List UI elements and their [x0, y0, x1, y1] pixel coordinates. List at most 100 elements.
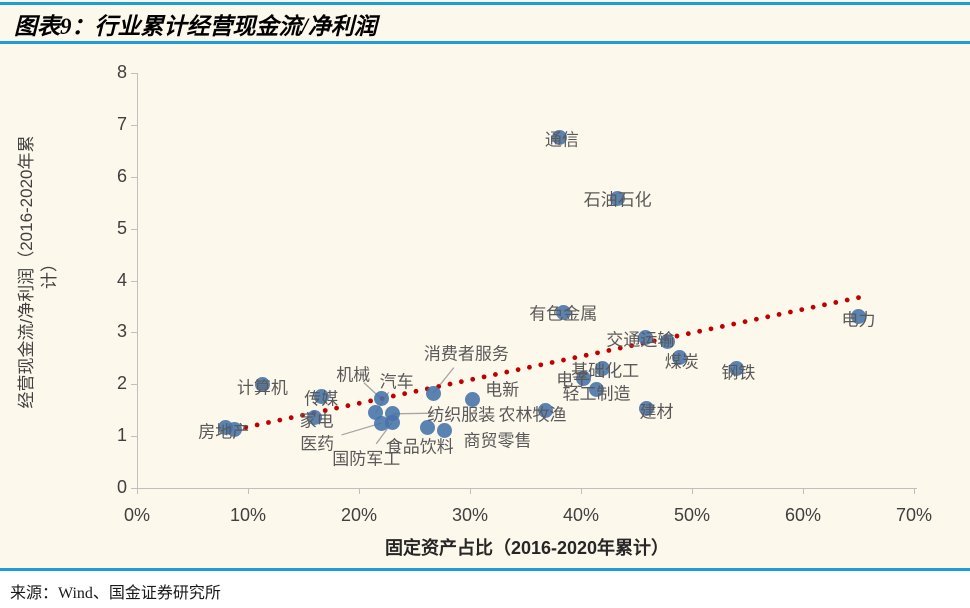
data-point-农林牧渔 — [537, 402, 553, 418]
y-tick-mark — [131, 332, 137, 334]
trendline-dot — [606, 348, 612, 353]
trendline-dot — [753, 316, 759, 322]
trendline-dot — [776, 312, 782, 317]
point-label-农林牧渔: 农林牧渔 — [498, 405, 567, 425]
y-tick-mark — [131, 176, 137, 178]
point-label-基础化工: 基础化工 — [571, 361, 640, 381]
x-tick-label: 60% — [784, 505, 822, 525]
x-tick-mark — [581, 488, 582, 494]
y-tick-label: 8 — [116, 62, 127, 82]
trendline-dot — [266, 420, 271, 425]
trendline-dot — [481, 374, 487, 380]
trendline-dot — [470, 376, 476, 382]
trendline-dot — [447, 381, 453, 387]
point-label-计算机: 计算机 — [236, 378, 288, 398]
y-tick-mark — [131, 384, 137, 386]
data-point-商贸零售 — [436, 423, 452, 439]
trendline-dot — [243, 424, 249, 430]
x-tick-mark — [914, 488, 915, 494]
trendline-dot — [390, 393, 396, 399]
data-point — [227, 422, 243, 438]
point-label-有色金属: 有色金属 — [529, 304, 598, 324]
data-point-家电 — [307, 410, 323, 426]
trendline-dot — [583, 352, 589, 358]
y-tick-label: 0 — [116, 477, 127, 497]
trendline-dot — [515, 367, 521, 373]
x-tick-mark — [248, 488, 249, 494]
scatter-chart: 0% 10% 20% 30% 40% 50% 60% 70% 0 1 2 3 4 5 6 7 8 固定资产占比（2… — [0, 44, 970, 568]
trendline-dot — [856, 295, 861, 301]
x-axis-title: 固定资产占比（2016-2020年累计） — [384, 538, 670, 558]
data-point-钢铁 — [728, 360, 744, 376]
data-point-煤炭 — [672, 350, 688, 366]
trendline-dot — [719, 324, 725, 329]
data-point-基础化工 — [594, 360, 610, 376]
trendline-dot — [822, 302, 827, 308]
trendline-dot — [799, 307, 805, 313]
trendline-dot — [833, 300, 839, 305]
point-label-传媒: 传媒 — [304, 389, 339, 409]
point-label-通信: 通信 — [544, 130, 579, 150]
point-label-国防军工: 国防军工 — [332, 449, 401, 469]
trendline-dot — [697, 328, 703, 334]
x-tick-mark — [359, 488, 360, 494]
y-tick-label: 3 — [116, 321, 127, 342]
x-tick-mark — [137, 488, 138, 494]
title-underline-rule — [0, 41, 970, 44]
point-label-轻工制造: 轻工制造 — [562, 384, 631, 404]
x-axis-line — [137, 488, 917, 489]
point-label-食品饮料: 食品饮料 — [385, 437, 454, 457]
point-label-交通运输: 交通运输 — [606, 330, 675, 350]
trendline-dot — [254, 422, 260, 428]
data-point-建材 — [638, 400, 654, 416]
trendline-dot — [288, 415, 294, 421]
trendline-dot — [527, 364, 532, 370]
point-label-纺织服装: 纺织服装 — [427, 405, 496, 425]
y-tick-label: 5 — [116, 217, 127, 238]
trendline-dot — [538, 362, 544, 368]
data-point-电新 — [464, 392, 480, 408]
trendline-dot — [300, 412, 305, 418]
trendline-dot — [651, 338, 657, 344]
data-point-交通运输 — [637, 329, 653, 345]
trendline-dot — [595, 350, 600, 356]
figure-title: 图表9：行业累计经营现金流/净利润 — [14, 14, 377, 39]
data-point-电力 — [851, 309, 866, 325]
trendline-dot — [708, 326, 714, 332]
x-tick-label: 50% — [673, 505, 711, 525]
x-tick-label: 30% — [451, 505, 489, 525]
y-tick-label: 1 — [116, 425, 127, 446]
y-tick-mark — [131, 124, 137, 126]
y-tick-mark — [131, 488, 137, 489]
trendline-dot — [629, 343, 634, 349]
data-point-机械 — [373, 391, 389, 407]
y-tick-mark — [131, 73, 137, 74]
trendline-dot — [674, 333, 680, 339]
x-tick-label: 10% — [229, 505, 267, 525]
data-point-有色金属 — [555, 304, 571, 320]
trendline-dot — [277, 417, 283, 423]
trendline-dot — [731, 321, 737, 327]
x-tick-mark — [803, 488, 804, 494]
y-tick-mark — [131, 228, 137, 230]
point-label-煤炭: 煤炭 — [664, 352, 699, 372]
trendline-dot — [458, 379, 464, 385]
trendline-dot — [368, 398, 373, 404]
point-label-机械: 机械 — [336, 365, 371, 385]
y-tick-label: 4 — [116, 269, 127, 290]
trendline-dot — [765, 314, 771, 320]
y-tick-mark — [131, 280, 137, 282]
point-label-汽车: 汽车 — [379, 372, 414, 392]
point-label-家电: 家电 — [299, 411, 334, 431]
x-tick-mark — [470, 488, 471, 494]
data-point-通信 — [552, 130, 568, 146]
trendline-dot — [504, 369, 510, 375]
trendline-dot — [356, 400, 362, 406]
point-label-建材: 建材 — [639, 402, 674, 422]
y-tick-label: 7 — [116, 113, 127, 134]
data-point-传媒 — [313, 388, 329, 404]
point-label-石油石化: 石油石化 — [583, 190, 652, 210]
y-axis-line — [137, 73, 138, 488]
trendline-dot — [788, 309, 793, 315]
